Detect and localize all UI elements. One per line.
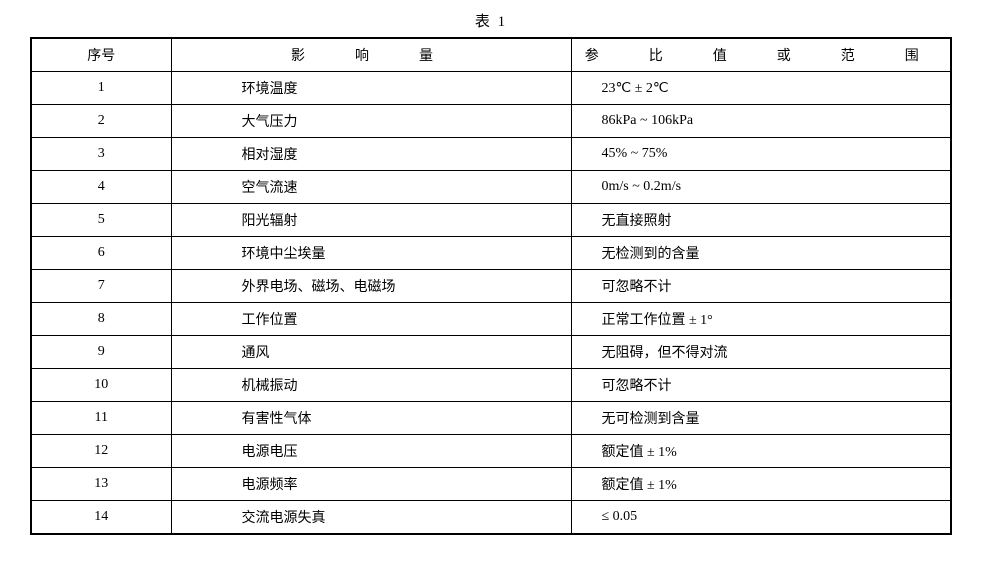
cell-index: 5 [31, 204, 171, 237]
cell-value: 无阻碍，但不得对流 [571, 336, 951, 369]
cell-quantity: 通风 [171, 336, 571, 369]
cell-index: 10 [31, 369, 171, 402]
cell-value: 无直接照射 [571, 204, 951, 237]
cell-index: 1 [31, 72, 171, 105]
col-header-value-text: 参 比 值 或 范 围 [585, 49, 937, 64]
table-header-row: 序号 影 响 量 参 比 值 或 范 围 [31, 38, 951, 72]
cell-quantity: 环境中尘埃量 [171, 237, 571, 270]
table-row: 2大气压力86kPa ~ 106kPa [31, 105, 951, 138]
cell-value: 86kPa ~ 106kPa [571, 105, 951, 138]
cell-index: 4 [31, 171, 171, 204]
col-header-quantity-text: 影 响 量 [291, 49, 451, 64]
cell-value: 无可检测到含量 [571, 402, 951, 435]
cell-index: 14 [31, 501, 171, 535]
col-header-index: 序号 [31, 38, 171, 72]
cell-quantity: 有害性气体 [171, 402, 571, 435]
cell-quantity: 环境温度 [171, 72, 571, 105]
cell-value: 正常工作位置 ± 1° [571, 303, 951, 336]
table-row: 9通风无阻碍，但不得对流 [31, 336, 951, 369]
cell-value: 45% ~ 75% [571, 138, 951, 171]
table-row: 13电源频率额定值 ± 1% [31, 468, 951, 501]
cell-quantity: 机械振动 [171, 369, 571, 402]
reference-conditions-table: 序号 影 响 量 参 比 值 或 范 围 1环境温度23℃ ± 2℃2大气压力8… [30, 37, 952, 535]
col-header-value: 参 比 值 或 范 围 [571, 38, 951, 72]
cell-quantity: 大气压力 [171, 105, 571, 138]
table-caption: 表 1 [30, 10, 952, 31]
cell-index: 2 [31, 105, 171, 138]
cell-quantity: 外界电场、磁场、电磁场 [171, 270, 571, 303]
cell-index: 11 [31, 402, 171, 435]
col-header-quantity: 影 响 量 [171, 38, 571, 72]
cell-value: 无检测到的含量 [571, 237, 951, 270]
cell-value: 额定值 ± 1% [571, 468, 951, 501]
table-row: 12电源电压额定值 ± 1% [31, 435, 951, 468]
table-row: 8工作位置正常工作位置 ± 1° [31, 303, 951, 336]
cell-index: 9 [31, 336, 171, 369]
cell-value: 可忽略不计 [571, 369, 951, 402]
table-row: 14交流电源失真≤ 0.05 [31, 501, 951, 535]
cell-quantity: 工作位置 [171, 303, 571, 336]
cell-index: 7 [31, 270, 171, 303]
table-body: 1环境温度23℃ ± 2℃2大气压力86kPa ~ 106kPa3相对湿度45%… [31, 72, 951, 535]
cell-value: 0m/s ~ 0.2m/s [571, 171, 951, 204]
cell-quantity: 空气流速 [171, 171, 571, 204]
cell-value: 23℃ ± 2℃ [571, 72, 951, 105]
cell-index: 12 [31, 435, 171, 468]
table-row: 10机械振动可忽略不计 [31, 369, 951, 402]
table-row: 4空气流速0m/s ~ 0.2m/s [31, 171, 951, 204]
cell-quantity: 交流电源失真 [171, 501, 571, 535]
cell-quantity: 阳光辐射 [171, 204, 571, 237]
table-row: 3相对湿度45% ~ 75% [31, 138, 951, 171]
page-container: 表 1 序号 影 响 量 参 比 值 或 范 围 1环境温度23℃ ± 2℃2大… [0, 0, 982, 555]
table-row: 11有害性气体无可检测到含量 [31, 402, 951, 435]
cell-index: 13 [31, 468, 171, 501]
cell-quantity: 相对湿度 [171, 138, 571, 171]
table-row: 5阳光辐射无直接照射 [31, 204, 951, 237]
cell-quantity: 电源电压 [171, 435, 571, 468]
cell-value: 额定值 ± 1% [571, 435, 951, 468]
cell-value: ≤ 0.05 [571, 501, 951, 535]
cell-quantity: 电源频率 [171, 468, 571, 501]
table-header: 序号 影 响 量 参 比 值 或 范 围 [31, 38, 951, 72]
cell-index: 8 [31, 303, 171, 336]
cell-index: 6 [31, 237, 171, 270]
cell-value: 可忽略不计 [571, 270, 951, 303]
table-row: 1环境温度23℃ ± 2℃ [31, 72, 951, 105]
table-row: 7外界电场、磁场、电磁场可忽略不计 [31, 270, 951, 303]
cell-index: 3 [31, 138, 171, 171]
table-row: 6环境中尘埃量无检测到的含量 [31, 237, 951, 270]
